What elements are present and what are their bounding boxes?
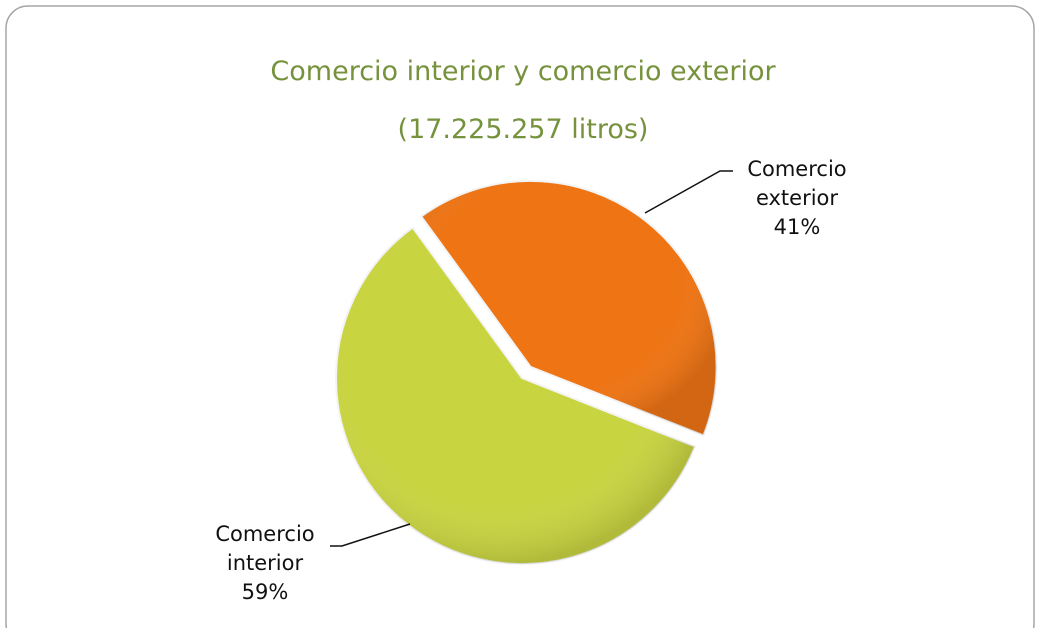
slice-shade — [421, 180, 717, 436]
category-label: Comercio interior — [215, 522, 315, 575]
data-label: Comercio interior 59% — [190, 520, 340, 607]
leader-line — [330, 523, 411, 547]
leader-line — [644, 170, 733, 214]
category-label: Comercio exterior — [747, 157, 847, 210]
chart-subtitle: (17.225.257 litros) — [398, 114, 649, 145]
data-label: Comercio exterior 41% — [722, 155, 872, 242]
slice-shade — [335, 227, 695, 565]
value-label: 59% — [241, 580, 289, 604]
chart-title: Comercio interior y comercio exterior — [270, 56, 776, 87]
value-label: 41% — [773, 215, 821, 239]
